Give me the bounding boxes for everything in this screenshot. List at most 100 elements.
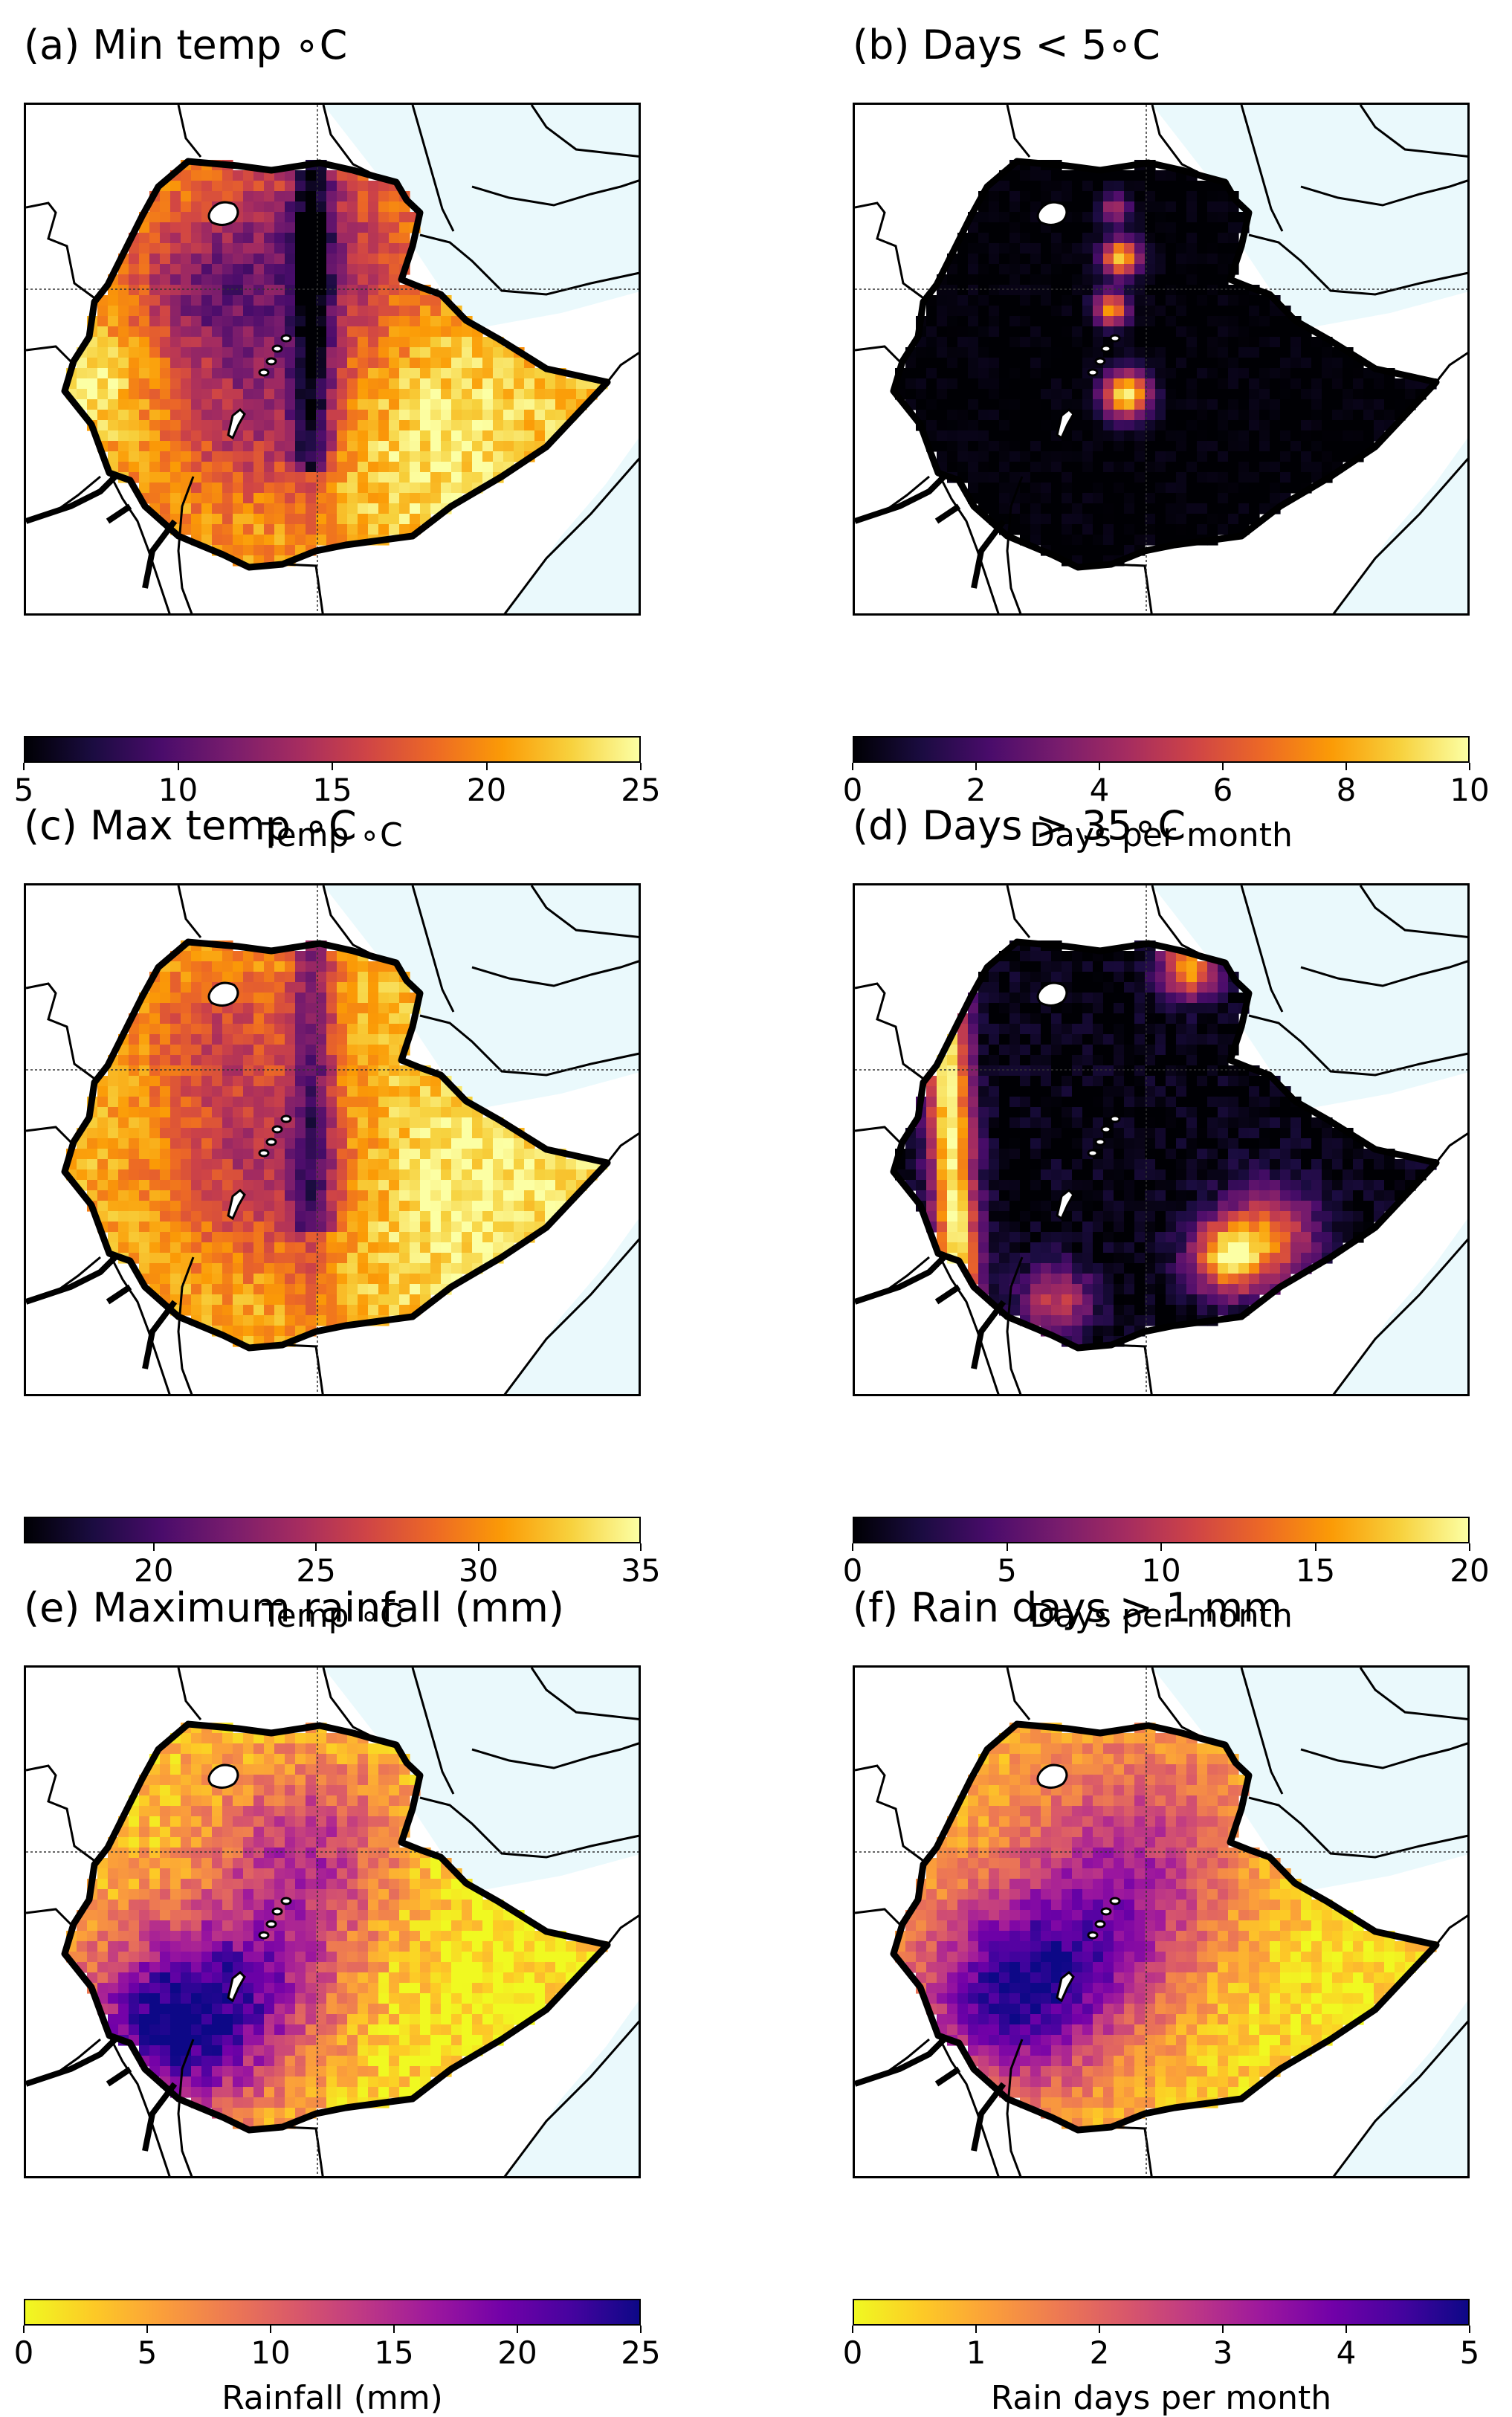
grid-cell — [1072, 191, 1083, 202]
grid-cell — [264, 1263, 275, 1274]
grid-cell — [420, 1128, 431, 1139]
grid-cell — [1311, 368, 1322, 379]
grid-cell — [1186, 514, 1198, 525]
grid-cell — [326, 514, 337, 525]
grid-cell — [482, 1169, 494, 1181]
grid-cell — [1041, 951, 1052, 962]
grid-cell — [160, 274, 171, 285]
grid-cell — [1176, 191, 1187, 202]
grid-cell — [358, 1159, 369, 1170]
grid-cell — [170, 1274, 181, 1285]
grid-cell — [347, 1294, 358, 1306]
grid-cell — [1072, 1045, 1083, 1056]
grid-cell — [441, 483, 452, 494]
grid-cell — [1270, 1201, 1281, 1212]
grid-cell — [472, 420, 483, 431]
grid-cell — [1166, 1055, 1177, 1066]
grid-cell — [191, 212, 202, 223]
grid-cell — [389, 243, 400, 254]
grid-cell — [1114, 503, 1125, 514]
grid-cell — [181, 1065, 192, 1077]
grid-cell — [462, 1117, 473, 1129]
grid-cell — [1009, 347, 1021, 358]
grid-cell — [441, 399, 452, 410]
grid-cell — [503, 378, 514, 390]
grid-cell — [1030, 1013, 1041, 1024]
grid-cell — [139, 1097, 150, 1108]
grid-cell — [1124, 441, 1135, 452]
grid-cell — [358, 993, 369, 1004]
grid-cell — [1166, 1149, 1177, 1160]
grid-cell — [1197, 1222, 1208, 1233]
grid-cell — [1051, 1097, 1062, 1108]
grid-cell — [1270, 326, 1281, 338]
grid-cell — [274, 1201, 285, 1212]
grid-cell — [1114, 399, 1125, 410]
grid-cell — [306, 233, 317, 244]
grid-cell — [358, 378, 369, 390]
grid-cell — [1186, 1013, 1198, 1024]
grid-cell — [1062, 524, 1073, 535]
grid-cell — [968, 1055, 979, 1066]
grid-cell — [337, 1076, 348, 1087]
grid-cell — [160, 1128, 171, 1139]
grid-cell — [1124, 1222, 1135, 1233]
grid-cell — [129, 1045, 140, 1056]
grid-cell — [999, 1190, 1010, 1201]
grid-cell — [253, 399, 265, 410]
grid-cell — [472, 399, 483, 410]
grid-cell — [989, 316, 1000, 327]
grid-cell — [243, 503, 254, 514]
grid-cell — [1103, 274, 1114, 285]
grid-cell — [201, 503, 213, 514]
grid-cell — [212, 430, 223, 442]
grid-cell — [1124, 1003, 1135, 1014]
grid-cell — [368, 1284, 379, 1295]
grid-cell — [441, 410, 452, 421]
grid-cell — [410, 1253, 421, 1264]
grid-cell — [937, 358, 948, 369]
grid-cell — [503, 1201, 514, 1212]
grid-cell — [1322, 1180, 1333, 1191]
grid-cell — [160, 347, 171, 358]
grid-cell — [1238, 472, 1250, 483]
grid-cell — [441, 1222, 452, 1233]
grid-cell — [989, 503, 1000, 514]
grid-cell — [1228, 1232, 1239, 1243]
grid-cell — [1103, 1097, 1114, 1108]
grid-cell — [1238, 389, 1250, 400]
grid-cell — [253, 1274, 265, 1285]
grid-cell — [1259, 326, 1270, 338]
grid-cell — [1041, 1180, 1052, 1191]
grid-cell — [118, 326, 129, 338]
grid-cell — [482, 1128, 494, 1139]
grid-cell — [326, 181, 337, 192]
grid-cell — [472, 1117, 483, 1129]
grid-cell — [1072, 399, 1083, 410]
grid-cell — [1155, 1138, 1166, 1149]
grid-cell — [937, 1117, 948, 1129]
grid-cell — [201, 1138, 213, 1149]
grid-cell — [482, 347, 494, 358]
grid-cell — [201, 337, 213, 348]
grid-cell — [243, 1149, 254, 1160]
grid-cell — [399, 378, 410, 390]
grid-cell — [916, 1149, 927, 1160]
grid-cell — [191, 1107, 202, 1118]
grid-cell — [264, 451, 275, 462]
grid-cell — [274, 243, 285, 254]
grid-cell — [399, 1013, 410, 1024]
grid-cell — [430, 451, 442, 462]
grid-cell — [1030, 410, 1041, 421]
grid-cell — [368, 378, 379, 390]
grid-cell — [1093, 201, 1104, 213]
grid-cell — [399, 347, 410, 358]
grid-cell — [337, 1180, 348, 1191]
grid-cell — [368, 1149, 379, 1160]
colorbar-tick-label: 4 — [1090, 775, 1110, 806]
grid-cell — [97, 378, 109, 390]
grid-cell — [1114, 1065, 1125, 1077]
grid-cell — [389, 306, 400, 317]
grid-cell — [1009, 389, 1021, 400]
grid-cell — [1238, 1242, 1250, 1253]
